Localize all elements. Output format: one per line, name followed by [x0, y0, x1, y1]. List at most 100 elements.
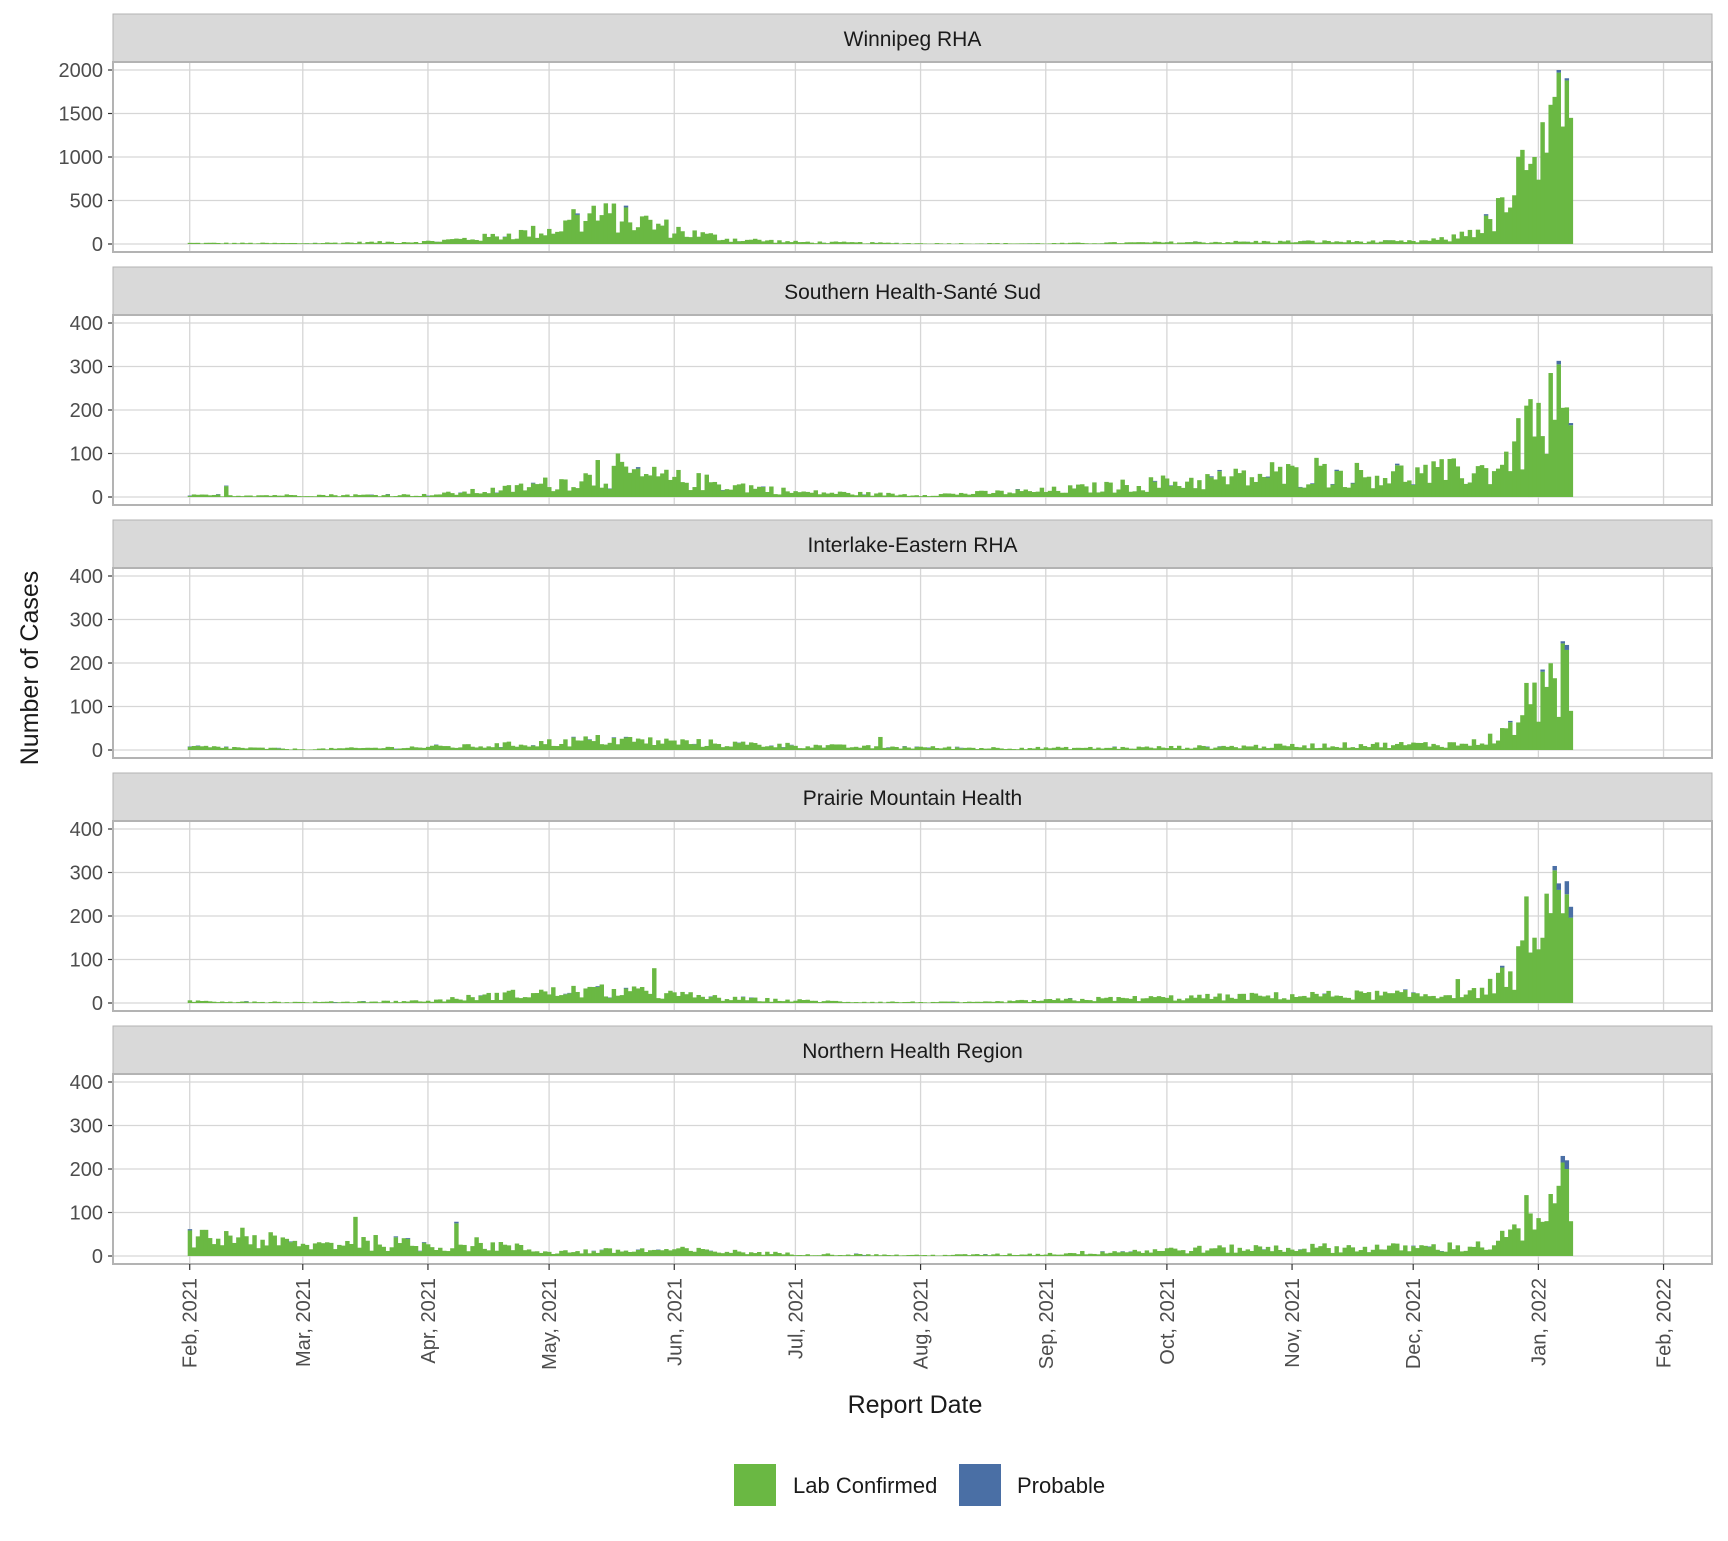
bar-lab-confirmed: [1383, 992, 1387, 1003]
bar-lab-confirmed: [1185, 482, 1189, 497]
bar-lab-confirmed: [1141, 1253, 1145, 1256]
bar-lab-confirmed: [349, 747, 353, 750]
bar-lab-confirmed: [268, 748, 272, 750]
bar-probable: [1411, 484, 1415, 485]
bar-lab-confirmed: [442, 1001, 446, 1003]
bar-lab-confirmed: [365, 1002, 369, 1003]
bar-lab-confirmed: [987, 494, 991, 497]
bar-lab-confirmed: [414, 747, 418, 750]
bar-lab-confirmed: [648, 737, 652, 750]
bar-lab-confirmed: [890, 1001, 894, 1003]
bar-lab-confirmed: [846, 748, 850, 750]
bar-lab-confirmed: [1326, 487, 1330, 497]
bar-lab-confirmed: [951, 1255, 955, 1256]
bar-lab-confirmed: [963, 494, 967, 497]
bar-lab-confirmed: [975, 749, 979, 750]
bar-lab-confirmed: [555, 489, 559, 497]
bar-lab-confirmed: [474, 240, 478, 244]
bar-lab-confirmed: [959, 1254, 963, 1256]
bar-lab-confirmed: [1108, 748, 1112, 750]
bar-lab-confirmed: [874, 493, 878, 497]
bar-lab-confirmed: [252, 1002, 256, 1004]
bar-lab-confirmed: [1177, 1250, 1181, 1256]
bar-lab-confirmed: [252, 748, 256, 750]
bar-lab-confirmed: [1270, 1251, 1274, 1256]
bar-lab-confirmed: [1258, 1246, 1262, 1256]
bar-lab-confirmed: [830, 1001, 834, 1003]
bar-lab-confirmed: [519, 745, 523, 750]
bar-lab-confirmed: [519, 484, 523, 497]
bar-lab-confirmed: [410, 746, 414, 750]
bar-lab-confirmed: [1084, 243, 1088, 244]
bar-lab-confirmed: [915, 243, 919, 244]
bar-lab-confirmed: [539, 1253, 543, 1256]
bar-lab-confirmed: [1427, 241, 1431, 244]
bar-lab-confirmed: [709, 482, 713, 497]
bar-lab-confirmed: [870, 1255, 874, 1256]
bar-lab-confirmed: [987, 1001, 991, 1003]
bar-lab-confirmed: [1387, 993, 1391, 1003]
bar-lab-confirmed: [991, 1002, 995, 1003]
bar-lab-confirmed: [563, 739, 567, 750]
bar-lab-confirmed: [705, 475, 709, 497]
bar-lab-confirmed: [1153, 1249, 1157, 1256]
bar-lab-confirmed: [1452, 1249, 1456, 1256]
bar-lab-confirmed: [1274, 243, 1278, 244]
bar-lab-confirmed: [1028, 491, 1032, 497]
bar-lab-confirmed: [1492, 1245, 1496, 1256]
bar-lab-confirmed: [741, 484, 745, 498]
bar-lab-confirmed: [1452, 458, 1456, 497]
bar-lab-confirmed: [939, 243, 943, 244]
bar-lab-confirmed: [188, 1230, 192, 1256]
bar-lab-confirmed: [1213, 242, 1217, 244]
bar-lab-confirmed: [943, 748, 947, 750]
bar-lab-confirmed: [636, 1250, 640, 1256]
bar-lab-confirmed: [1060, 1000, 1064, 1003]
bar-lab-confirmed: [527, 487, 531, 497]
bar-lab-confirmed: [535, 484, 539, 497]
bar-lab-confirmed: [838, 242, 842, 244]
bar-lab-confirmed: [806, 492, 810, 497]
bar-lab-confirmed: [846, 493, 850, 497]
bar-lab-confirmed: [1064, 243, 1068, 244]
bar-lab-confirmed: [333, 1003, 337, 1004]
bar-lab-confirmed: [212, 1002, 216, 1003]
bar-lab-confirmed: [1532, 157, 1536, 244]
bar-lab-confirmed: [188, 747, 192, 750]
bar-lab-confirmed: [1246, 1249, 1250, 1256]
bar-lab-confirmed: [1173, 1249, 1177, 1256]
bar-lab-confirmed: [1516, 722, 1520, 750]
bar-lab-confirmed: [289, 243, 293, 244]
bar-lab-confirmed: [252, 496, 256, 497]
bar-lab-confirmed: [931, 1255, 935, 1256]
bar-lab-confirmed: [1452, 742, 1456, 750]
bar-lab-confirmed: [1512, 195, 1516, 244]
bar-lab-confirmed: [450, 1248, 454, 1256]
bar-lab-confirmed: [1561, 127, 1565, 244]
bar-probable: [1557, 883, 1561, 890]
bar-lab-confirmed: [713, 482, 717, 497]
bar-lab-confirmed: [1298, 996, 1302, 1003]
bar-lab-confirmed: [1363, 746, 1367, 750]
bar-lab-confirmed: [1488, 219, 1492, 244]
bar-lab-confirmed: [882, 748, 886, 750]
bar-lab-confirmed: [600, 488, 604, 497]
bar-lab-confirmed: [361, 243, 365, 244]
bar-lab-confirmed: [333, 495, 337, 497]
bar-lab-confirmed: [1411, 993, 1415, 1003]
bar-lab-confirmed: [1480, 988, 1484, 1003]
bar-lab-confirmed: [652, 467, 656, 497]
bar-lab-confirmed: [1133, 242, 1137, 244]
bar-lab-confirmed: [1100, 998, 1104, 1003]
bar-lab-confirmed: [1141, 490, 1145, 497]
bar-probable: [1540, 670, 1544, 672]
bar-lab-confirmed: [317, 495, 321, 497]
bar-lab-confirmed: [886, 1255, 890, 1256]
bar-lab-confirmed: [551, 746, 555, 750]
bar-lab-confirmed: [1189, 478, 1193, 497]
panel-title: Winnipeg RHA: [844, 28, 982, 51]
bar-lab-confirmed: [1472, 473, 1476, 497]
bar-lab-confirmed: [1015, 1255, 1019, 1256]
bar-lab-confirmed: [1100, 492, 1104, 497]
bar-lab-confirmed: [260, 495, 264, 497]
